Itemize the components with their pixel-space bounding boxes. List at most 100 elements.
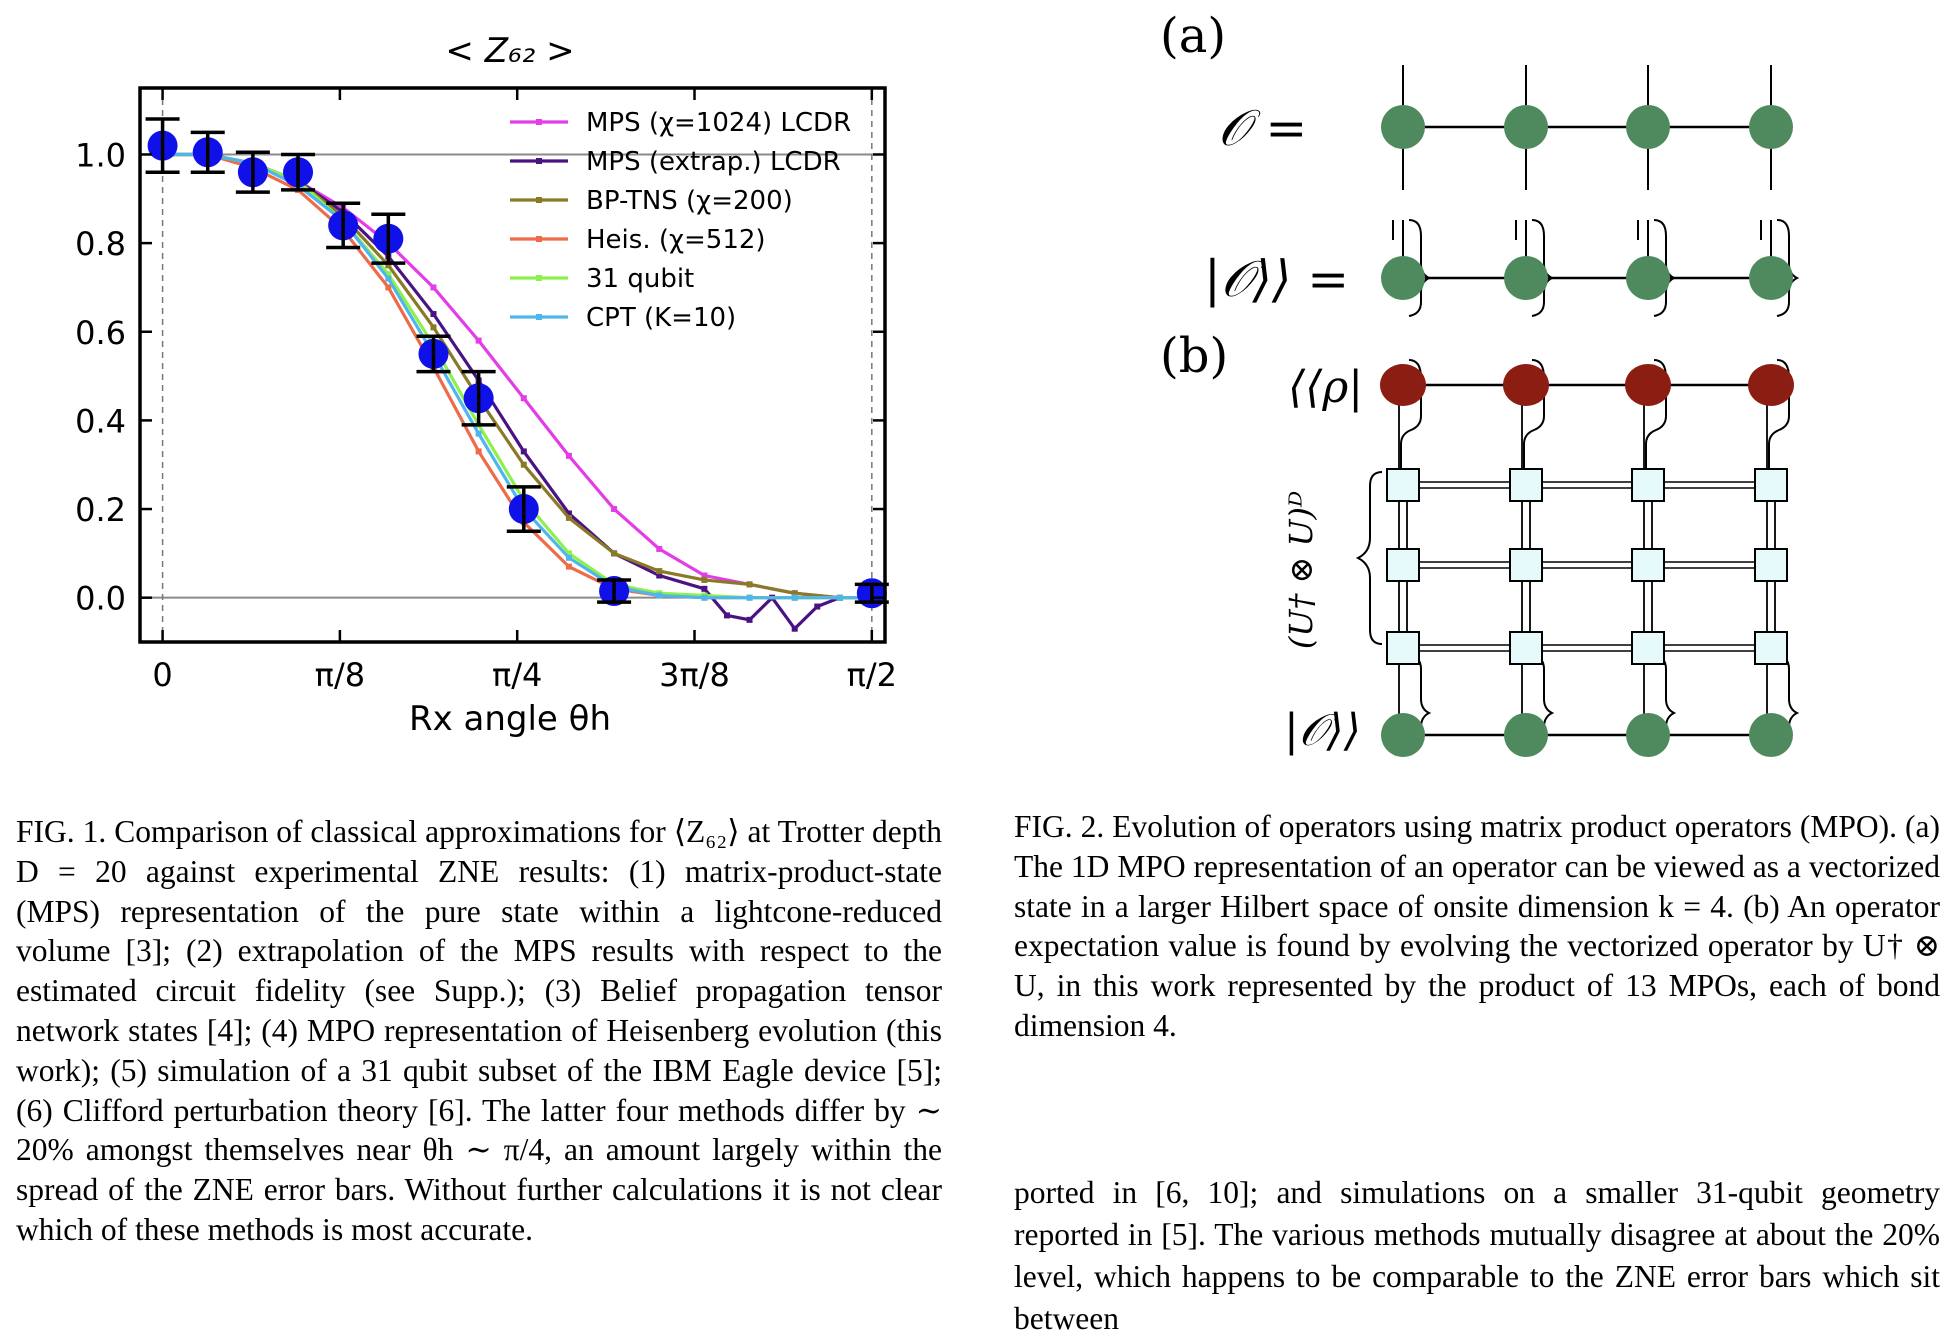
legend-swatch-marker bbox=[536, 314, 542, 320]
unitary-tensor-box bbox=[1631, 548, 1665, 582]
rho-tensor-node bbox=[1748, 364, 1794, 406]
vector-leg-brace bbox=[1392, 219, 1432, 317]
y-tick-label: 1.0 bbox=[75, 136, 126, 174]
chart-title: < Z₆₂ > bbox=[445, 31, 574, 71]
body-paragraph: ported in [6, 10]; and simulations on a … bbox=[1014, 1172, 1940, 1340]
series-1-point bbox=[723, 612, 730, 619]
unitary-tensor-box bbox=[1386, 631, 1420, 665]
series-5-point bbox=[836, 594, 843, 601]
rho-leg-brace bbox=[1523, 359, 1545, 480]
series-5-point bbox=[791, 594, 798, 601]
series-0-point bbox=[565, 452, 572, 459]
series-4-point bbox=[385, 271, 392, 278]
series-1-point bbox=[746, 616, 753, 623]
panel-a-label: (a) bbox=[1160, 8, 1226, 64]
series-0-point bbox=[701, 572, 708, 579]
unitary-tensor-box bbox=[1509, 468, 1543, 502]
vector-tensor-node bbox=[1626, 256, 1670, 300]
series-1-point bbox=[430, 311, 437, 318]
legend-label: CPT (K=10) bbox=[586, 303, 736, 333]
series-5-point bbox=[565, 554, 572, 561]
legend-swatch-marker bbox=[536, 119, 542, 125]
panel-b-label: (b) bbox=[1160, 328, 1228, 384]
body-paragraph-text: ported in [6, 10]; and simulations on a … bbox=[1014, 1175, 1940, 1336]
series-2-point bbox=[520, 461, 527, 468]
rho-tensor-node bbox=[1380, 364, 1426, 406]
y-tick-label: 0.2 bbox=[75, 491, 126, 529]
vector-tensor-node bbox=[1504, 256, 1548, 300]
series-0-point bbox=[475, 337, 482, 344]
x-tick-label: π/4 bbox=[492, 656, 542, 694]
legend-label: MPS (χ=1024) LCDR bbox=[586, 108, 851, 138]
series-3-point bbox=[565, 563, 572, 570]
vector-leg-brace bbox=[1637, 219, 1677, 317]
legend-label: MPS (extrap.) LCDR bbox=[586, 147, 841, 177]
x-axis-label: Rx angle θh bbox=[409, 699, 611, 739]
tensor-network bbox=[1355, 65, 1800, 757]
legend-swatch-marker bbox=[536, 275, 542, 281]
figure-2-diagram: (a) 𝒪 = |𝒪⟩⟩ = (b) ⟨⟨ρ| |𝒪⟩⟩ (U† ⊗ U)ᴰ bbox=[1160, 8, 1800, 757]
rho-bra-label: ⟨⟨ρ| bbox=[1288, 362, 1363, 413]
vector-tensor-node bbox=[1381, 256, 1425, 300]
figure-2-caption: FIG. 2. Evolution of operators using mat… bbox=[1014, 807, 1940, 1046]
vector-leg-brace bbox=[1515, 219, 1555, 317]
series-3-point bbox=[475, 448, 482, 455]
mpo-tensor-node bbox=[1626, 105, 1670, 149]
series-2-point bbox=[385, 262, 392, 269]
mpo-tensor-node bbox=[1381, 105, 1425, 149]
vector-tensor-node bbox=[1749, 256, 1793, 300]
rho-tensor-node bbox=[1625, 364, 1671, 406]
bottom-tensor-node bbox=[1504, 713, 1548, 757]
vectorized-operator-label: |𝒪⟩⟩ = bbox=[1204, 250, 1349, 308]
x-tick-label: π/2 bbox=[847, 656, 897, 694]
series-5-point bbox=[656, 592, 663, 599]
legend-swatch-marker bbox=[536, 197, 542, 203]
series-5-point bbox=[701, 594, 708, 601]
figure-2-caption-text: FIG. 2. Evolution of operators using mat… bbox=[1014, 809, 1940, 1043]
series-0-point bbox=[430, 284, 437, 291]
series-2-point bbox=[430, 324, 437, 331]
rho-leg-brace bbox=[1645, 359, 1667, 480]
y-tick-label: 0.6 bbox=[75, 314, 126, 352]
legend-label: Heis. (χ=512) bbox=[586, 225, 766, 255]
unitary-tensor-box bbox=[1386, 548, 1420, 582]
series-1-point bbox=[814, 603, 821, 610]
vector-leg-brace bbox=[1760, 219, 1800, 317]
series-1-point bbox=[701, 585, 708, 592]
series-0-point bbox=[520, 395, 527, 402]
bottom-tensor-node bbox=[1381, 713, 1425, 757]
series-2-point bbox=[656, 568, 663, 575]
legend-label: BP-TNS (χ=200) bbox=[586, 186, 793, 216]
x-tick-label: 0 bbox=[152, 656, 172, 694]
unitary-tensor-box bbox=[1754, 631, 1788, 665]
mpo-tensor-node bbox=[1504, 105, 1548, 149]
rho-tensor-node bbox=[1503, 364, 1549, 406]
series-2-point bbox=[701, 576, 708, 583]
unitary-tensor-box bbox=[1754, 468, 1788, 502]
unitary-tensor-box bbox=[1386, 468, 1420, 502]
legend-swatch-marker bbox=[536, 236, 542, 242]
grid-left-brace bbox=[1355, 471, 1383, 645]
unitary-tensor-box bbox=[1509, 631, 1543, 665]
plot-frame bbox=[138, 86, 887, 644]
series-5-point bbox=[475, 430, 482, 437]
y-tick-label: 0.8 bbox=[75, 225, 126, 263]
series-2-point bbox=[565, 514, 572, 521]
series-0-point bbox=[656, 545, 663, 552]
unitary-tensor-box bbox=[1631, 631, 1665, 665]
series-1-point bbox=[520, 448, 527, 455]
figure-1-caption-text: FIG. 1. Comparison of classical approxim… bbox=[16, 814, 942, 1247]
legend-swatch-marker bbox=[536, 158, 542, 164]
series-1-point bbox=[565, 510, 572, 517]
series-2-point bbox=[791, 590, 798, 597]
mpo-tensor-node bbox=[1749, 105, 1793, 149]
rho-leg-brace bbox=[1768, 359, 1790, 480]
series-3-point bbox=[385, 284, 392, 291]
x-tick-label: 3π/8 bbox=[659, 656, 730, 694]
legend-label: 31 qubit bbox=[586, 264, 694, 294]
bottom-tensor-node bbox=[1626, 713, 1670, 757]
unitary-power-label: (U† ⊗ U)ᴰ bbox=[1282, 491, 1320, 649]
series-5-point bbox=[385, 275, 392, 282]
figure-1-chart: < Z₆₂ > 0.0 0.2 0.4 0.6 0.8 1.0 0 π/8 π/4 3π/8 π/2… bbox=[75, 31, 897, 739]
series-2-point bbox=[611, 550, 618, 557]
